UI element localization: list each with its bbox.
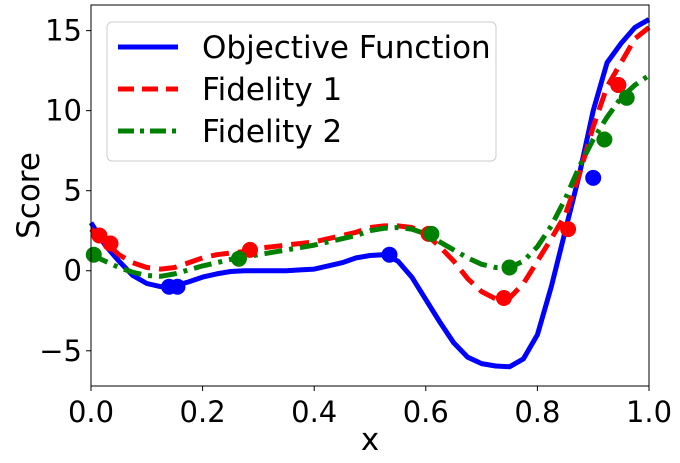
data-point-fidelity-1: [560, 221, 577, 238]
series-line-fidelity-2: [89, 73, 651, 279]
plot-markers: [85, 77, 635, 306]
x-tick-label: 0.6: [403, 395, 449, 429]
data-point-fidelity-2: [423, 225, 440, 242]
legend-label-fidelity-1: Fidelity 1: [202, 72, 342, 108]
y-tick-label: 10: [45, 94, 82, 128]
data-point-fidelity-1: [102, 235, 119, 252]
data-point-objective-function: [381, 246, 398, 263]
legend-label-objective: Objective Function: [202, 30, 491, 66]
x-tick-label: 1.0: [626, 395, 672, 429]
series-line-fidelity-1: [89, 25, 651, 302]
data-point-fidelity-1: [91, 227, 108, 244]
data-point-fidelity-2: [230, 250, 247, 267]
y-axis: −5 0 5 10 15: [39, 14, 91, 368]
data-point-fidelity-1: [242, 241, 258, 258]
data-point-objective-function: [585, 169, 602, 186]
data-point-fidelity-1: [495, 290, 512, 306]
x-tick-label: 0.4: [291, 395, 337, 429]
x-axis-label: x: [361, 422, 379, 458]
y-axis-label: Score: [11, 152, 47, 239]
data-point-fidelity-2: [501, 259, 518, 276]
y-tick-label: 15: [45, 14, 82, 48]
data-point-objective-function: [169, 278, 186, 295]
x-axis: 0.0 0.2 0.4 0.6 0.8 1.0: [68, 386, 672, 429]
x-tick-label: 0.8: [514, 395, 560, 429]
y-tick-label: −5: [39, 334, 82, 368]
x-tick-label: 0.0: [68, 395, 114, 429]
y-tick-label: 0: [64, 254, 82, 288]
data-point-fidelity-2: [618, 89, 635, 106]
legend-box: [106, 21, 497, 162]
data-point-fidelity-1: [610, 77, 627, 93]
x-tick-label: 0.2: [180, 395, 226, 429]
legend: Objective Function Fidelity 1 Fidelity 2: [106, 21, 497, 162]
y-tick-label: 5: [64, 174, 82, 208]
data-point-fidelity-2: [596, 131, 613, 148]
data-point-fidelity-2: [85, 246, 102, 263]
plot-frame: [90, 4, 650, 387]
legend-label-fidelity-2: Fidelity 2: [202, 114, 342, 150]
